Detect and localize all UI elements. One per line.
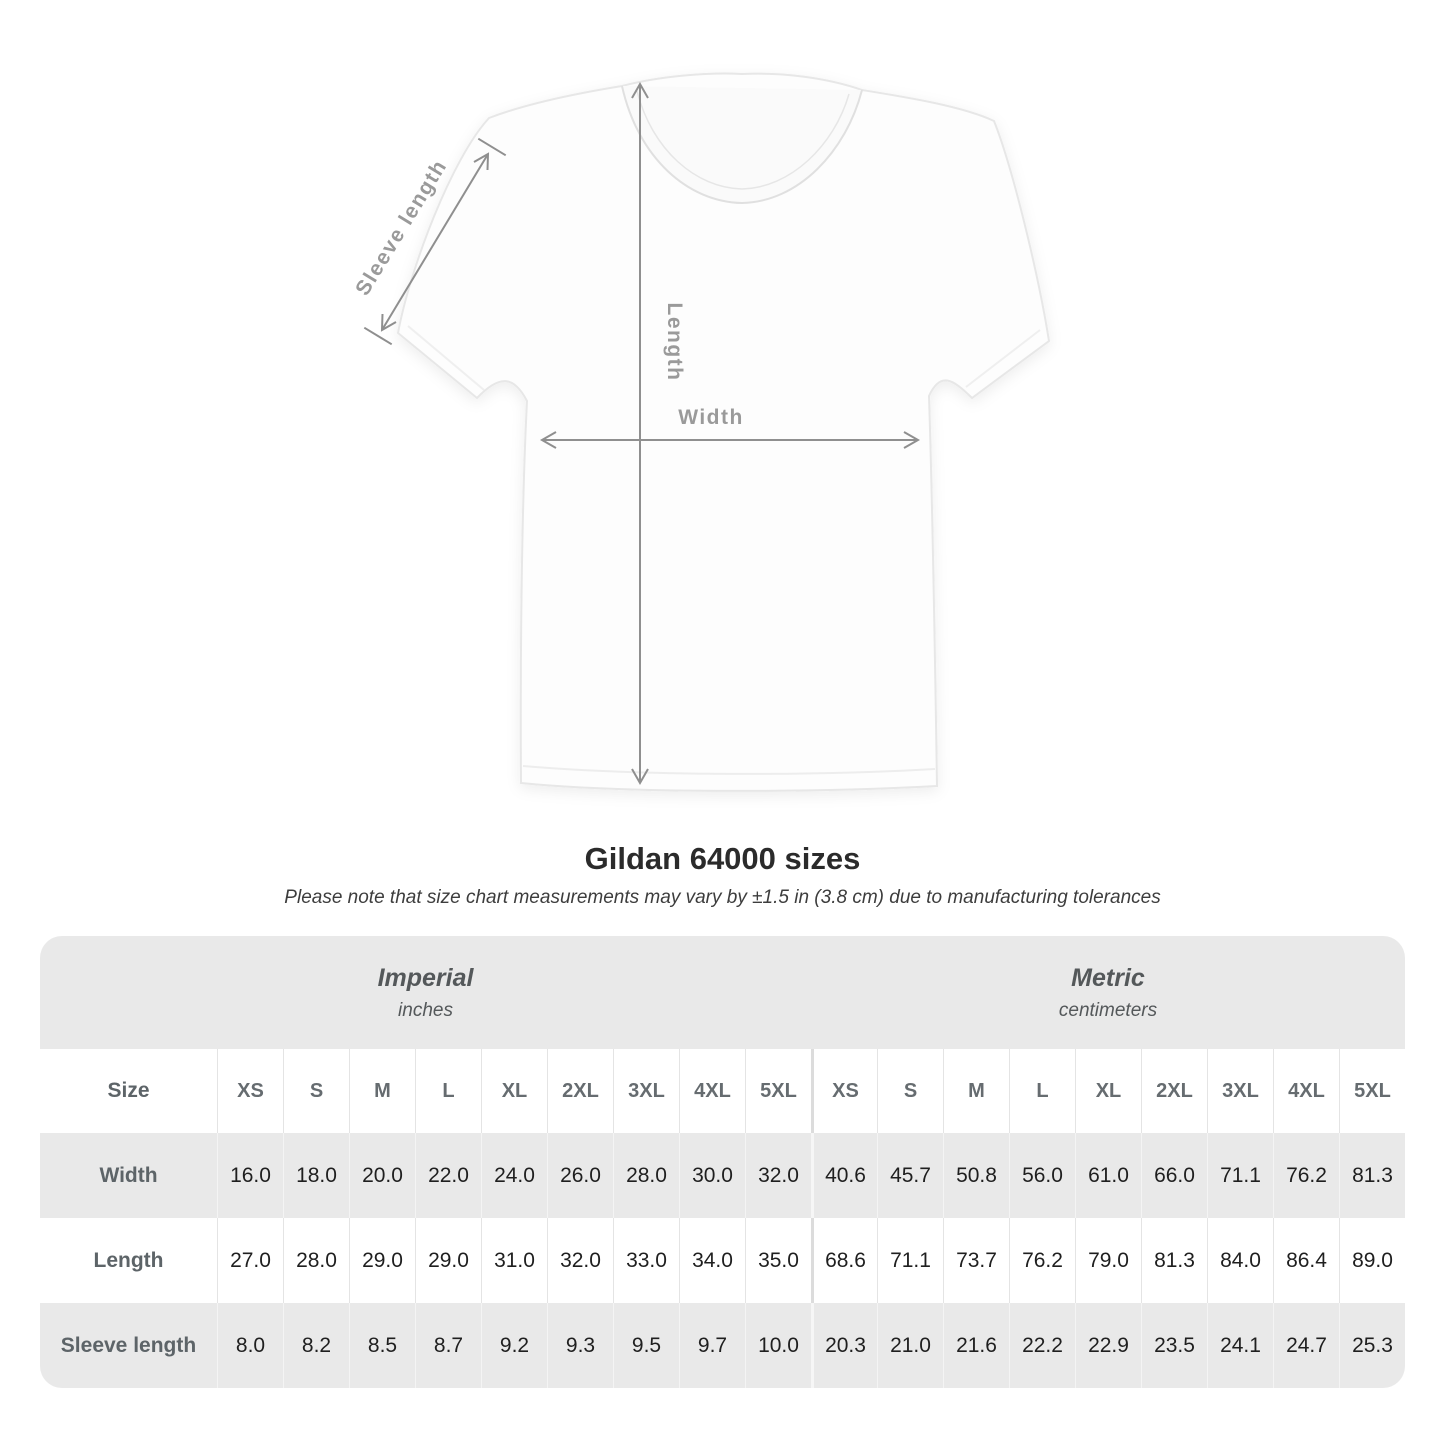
- measurement-cell: 22.2: [1009, 1303, 1075, 1389]
- measurement-cell: 81.3: [1141, 1218, 1207, 1304]
- size-col-header: 4XL: [679, 1049, 745, 1134]
- measurement-cell: 24.7: [1273, 1303, 1339, 1389]
- shirt-measurement-diagram: Length Width Sleeve length: [351, 72, 1051, 792]
- measurement-cell: 61.0: [1075, 1133, 1141, 1219]
- tolerance-note: Please note that size chart measurements…: [284, 887, 1161, 909]
- measurement-cell: 8.0: [217, 1303, 283, 1389]
- imperial-label: Imperial: [377, 963, 474, 992]
- measurement-cell: 18.0: [283, 1133, 349, 1219]
- measurement-cell: 66.0: [1141, 1133, 1207, 1219]
- measurement-cell: 9.3: [547, 1303, 613, 1389]
- length-label: Length: [663, 303, 686, 382]
- size-col-header: 2XL: [547, 1049, 613, 1134]
- row-label-cell: Length: [40, 1218, 217, 1304]
- measurement-cell: 28.0: [613, 1133, 679, 1219]
- measurement-cell: 8.7: [415, 1303, 481, 1389]
- tshirt-illustration: Length Width Sleeve length: [351, 72, 1051, 792]
- size-col-header: XS: [811, 1049, 877, 1134]
- measurement-cell: 27.0: [217, 1218, 283, 1304]
- measurement-cell: 16.0: [217, 1133, 283, 1219]
- measurement-cell: 31.0: [481, 1218, 547, 1304]
- size-col-header: S: [283, 1049, 349, 1134]
- measurement-cell: 30.0: [679, 1133, 745, 1219]
- row-label-cell: Sleeve length: [40, 1303, 217, 1389]
- measurement-cell: 9.7: [679, 1303, 745, 1389]
- size-col-header: 3XL: [1207, 1049, 1273, 1134]
- unit-group-imperial: Imperial inches: [40, 936, 811, 1050]
- measurement-cell: 24.1: [1207, 1303, 1273, 1389]
- size-col-header: 2XL: [1141, 1049, 1207, 1134]
- measurement-cell: 9.5: [613, 1303, 679, 1389]
- measurement-cell: 76.2: [1273, 1133, 1339, 1219]
- width-label: Width: [678, 406, 744, 429]
- measurement-cell: 73.7: [943, 1218, 1009, 1304]
- measurement-cell: 20.0: [349, 1133, 415, 1219]
- measurement-cell: 35.0: [745, 1218, 811, 1304]
- measurement-cell: 10.0: [745, 1303, 811, 1389]
- measurement-cell: 29.0: [415, 1218, 481, 1304]
- size-col-header: L: [1009, 1049, 1075, 1134]
- metric-unit-label: centimeters: [1058, 999, 1158, 1021]
- measurement-cell: 89.0: [1339, 1218, 1405, 1304]
- measurement-cell: 8.5: [349, 1303, 415, 1389]
- size-col-header: 4XL: [1273, 1049, 1339, 1134]
- metric-label: Metric: [1071, 963, 1145, 992]
- imperial-unit-label: inches: [398, 999, 453, 1021]
- measurement-cell: 81.3: [1339, 1133, 1405, 1219]
- tshirt-shape: [396, 72, 1051, 792]
- sleeve-length-arrow: [363, 137, 507, 346]
- size-header-cell: Size: [40, 1049, 217, 1134]
- measurement-cell: 79.0: [1075, 1218, 1141, 1304]
- size-col-header: 5XL: [745, 1049, 811, 1134]
- measurement-cell: 50.8: [943, 1133, 1009, 1219]
- measurement-cell: 71.1: [1207, 1133, 1273, 1219]
- row-label-cell: Width: [40, 1133, 217, 1219]
- title-block: Gildan 64000 sizes Please note that size…: [0, 840, 1445, 909]
- measurement-cell: 21.6: [943, 1303, 1009, 1389]
- size-table-card: Imperial inches Metric centimeters Size X…: [40, 936, 1405, 1389]
- measurement-cell: 84.0: [1207, 1218, 1273, 1304]
- measurement-cell: 24.0: [481, 1133, 547, 1219]
- measurement-cell: 86.4: [1273, 1218, 1339, 1304]
- measurement-cell: 34.0: [679, 1218, 745, 1304]
- measurement-cell: 68.6: [811, 1218, 877, 1304]
- measurement-cell: 40.6: [811, 1133, 877, 1219]
- measurement-cell: 26.0: [547, 1133, 613, 1219]
- measurement-cell: 23.5: [1141, 1303, 1207, 1389]
- measurement-cell: 20.3: [811, 1303, 877, 1389]
- measurement-cell: 22.0: [415, 1133, 481, 1219]
- size-col-header: 3XL: [613, 1049, 679, 1134]
- size-col-header: M: [349, 1049, 415, 1134]
- measurement-cell: 45.7: [877, 1133, 943, 1219]
- measurement-cell: 56.0: [1009, 1133, 1075, 1219]
- measurement-cell: 28.0: [283, 1218, 349, 1304]
- measurement-cell: 32.0: [745, 1133, 811, 1219]
- size-col-header: XL: [481, 1049, 547, 1134]
- size-col-header: XL: [1075, 1049, 1141, 1134]
- size-col-header: 5XL: [1339, 1049, 1405, 1134]
- measurement-cell: 21.0: [877, 1303, 943, 1389]
- measurement-cell: 8.2: [283, 1303, 349, 1389]
- size-col-header: L: [415, 1049, 481, 1134]
- size-col-header: S: [877, 1049, 943, 1134]
- measurement-cell: 71.1: [877, 1218, 943, 1304]
- length-arrow: [631, 81, 649, 786]
- width-arrow: [539, 431, 921, 449]
- unit-group-metric: Metric centimeters: [811, 936, 1405, 1050]
- measurement-cell: 32.0: [547, 1218, 613, 1304]
- page-title: Gildan 64000 sizes: [584, 841, 861, 876]
- size-col-header: XS: [217, 1049, 283, 1134]
- measurement-cell: 76.2: [1009, 1218, 1075, 1304]
- measurement-cell: 29.0: [349, 1218, 415, 1304]
- measurement-cell: 22.9: [1075, 1303, 1141, 1389]
- size-col-header: M: [943, 1049, 1009, 1134]
- measurement-cell: 33.0: [613, 1218, 679, 1304]
- measurement-cell: 25.3: [1339, 1303, 1405, 1389]
- measurement-cell: 9.2: [481, 1303, 547, 1389]
- size-table-grid: Imperial inches Metric centimeters Size X…: [40, 936, 1405, 1389]
